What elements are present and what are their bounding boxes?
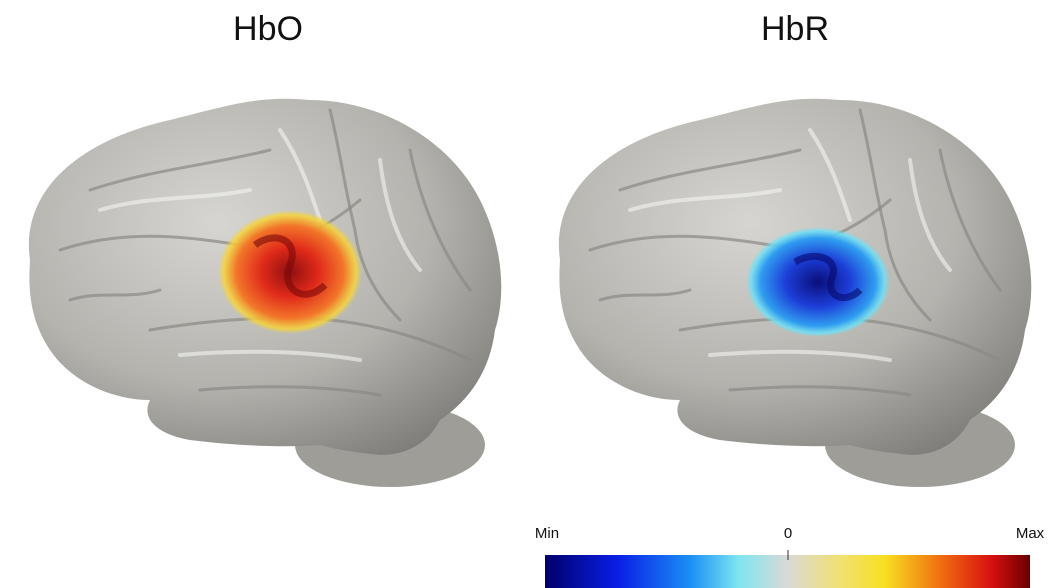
activation-fold	[252, 234, 328, 298]
panel-title: HbO	[233, 10, 303, 48]
activation-fold	[793, 252, 863, 302]
colorbar-label: Max	[1016, 525, 1045, 542]
colorbar-label: Min	[535, 525, 559, 542]
colorbar	[545, 555, 1030, 588]
activation-overlay	[746, 227, 890, 337]
colorbar-label: 0	[784, 525, 792, 542]
panel-title: HbR	[761, 10, 829, 48]
